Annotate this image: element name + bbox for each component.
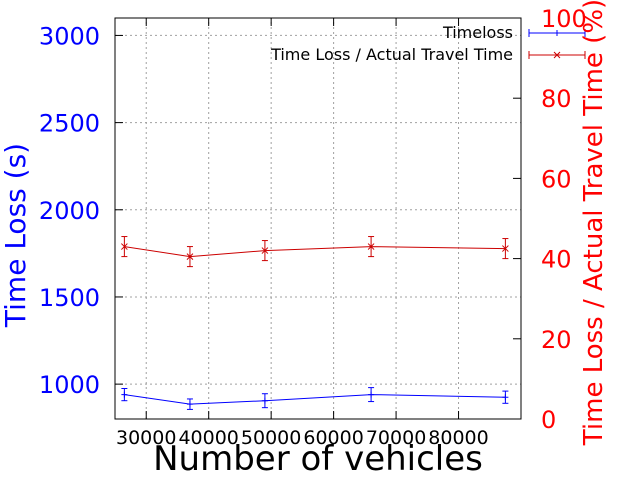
x-tick-label: 30000	[116, 427, 176, 449]
legend-label-timeloss: Timeloss	[442, 23, 513, 42]
timeloss-point	[502, 394, 509, 401]
y-left-tick-label: 1000	[39, 371, 100, 399]
y-left-tick-label: 1500	[39, 284, 100, 312]
series	[121, 236, 509, 410]
legend-label-ratio: Time Loss / Actual Travel Time	[270, 45, 513, 64]
y-left-tick-label: 2500	[39, 110, 100, 138]
legend-marker-timeloss	[554, 30, 560, 36]
timeloss-point	[261, 397, 268, 404]
ratio-point	[502, 245, 509, 252]
timeloss-point	[121, 391, 128, 398]
legend: Timeloss Time Loss / Actual Travel Time	[270, 23, 586, 64]
y-left-tick-label: 3000	[39, 22, 100, 50]
x-tick-label: 60000	[303, 427, 363, 449]
y-right-tick-label: 100	[541, 5, 587, 33]
y-right-tick-label: 40	[541, 246, 572, 274]
x-axis-label: Number of vehicles	[153, 439, 483, 479]
ratio-point	[367, 243, 375, 250]
y-axis-right-label: Time Loss / Actual Travel Time (%)	[579, 0, 609, 446]
plot-frame	[114, 17, 522, 420]
timeloss-point	[368, 391, 375, 398]
timeloss-point	[186, 401, 193, 408]
axis-ticks: 30000 40000 50000 60000 70000 800001000150020…	[39, 5, 587, 449]
y-right-tick-label: 80	[541, 85, 572, 113]
y-right-tick-label: 0	[541, 406, 556, 434]
legend-marker-ratio	[553, 51, 561, 59]
ratio-point	[121, 243, 128, 250]
y-left-tick-label: 2000	[39, 197, 100, 225]
x-tick-label: 70000	[366, 427, 426, 449]
ratio-point	[261, 247, 269, 254]
y-axis-left-label: Time Loss (s)	[0, 143, 32, 328]
y-right-tick-label: 60	[541, 165, 572, 193]
x-tick-label: 50000	[241, 427, 301, 449]
x-tick-label: 80000	[428, 427, 488, 449]
x-tick-label: 40000	[178, 427, 238, 449]
ratio-point	[186, 253, 194, 260]
y-right-tick-label: 20	[541, 326, 572, 354]
grid	[115, 18, 521, 419]
